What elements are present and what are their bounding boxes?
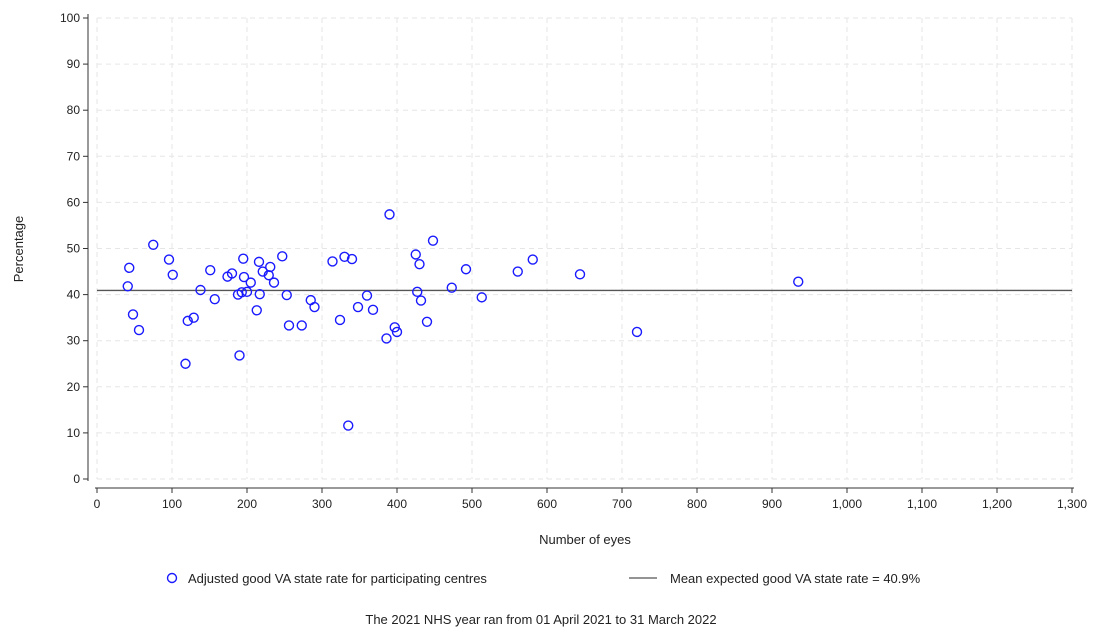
data-point: [460, 264, 472, 275]
data-point: [476, 292, 487, 303]
data-point: [352, 301, 364, 313]
data-point: [188, 312, 199, 323]
data-point: [182, 315, 193, 327]
data-point: [415, 295, 427, 306]
x-tick-label: 1,300: [1057, 497, 1087, 511]
data-point: [343, 420, 354, 431]
labels-layer: 0 10 20 30 40 50 60 70 80 90 100 0 100 200 300 400 500 60…: [60, 11, 1087, 511]
footnote: The 2021 NHS year ran from 01 April 2021…: [365, 612, 716, 627]
data-point: [296, 320, 307, 331]
data-point: [346, 253, 358, 265]
data-point: [226, 268, 238, 279]
data-point: [414, 258, 425, 270]
grid-layer: [96, 17, 1073, 480]
y-tick-label: 50: [67, 242, 81, 256]
data-point: [265, 261, 276, 273]
data-point: [180, 358, 191, 369]
data-point: [793, 276, 804, 287]
data-point: [205, 264, 216, 276]
x-axis-title: Number of eyes: [539, 532, 631, 547]
x-tick-label: 200: [237, 497, 257, 511]
data-point: [254, 288, 265, 300]
x-tick-label: 1,200: [982, 497, 1012, 511]
data-point: [367, 304, 379, 316]
x-tick-label: 500: [462, 497, 482, 511]
legend-label-mean: Mean expected good VA state rate = 40.9%: [670, 571, 921, 586]
x-tick-label: 800: [687, 497, 707, 511]
data-point: [253, 256, 265, 268]
x-tick-label: 300: [312, 497, 332, 511]
data-point: [238, 271, 250, 283]
y-tick-label: 20: [67, 380, 81, 394]
data-point: [512, 266, 523, 277]
data-point: [133, 324, 145, 336]
data-point: [167, 269, 178, 280]
x-tick-label: 0: [94, 497, 101, 511]
data-point: [281, 289, 292, 301]
data-point: [195, 284, 206, 296]
data-point: [631, 326, 643, 338]
legend: Adjusted good VA state rate for particip…: [166, 571, 921, 586]
data-point: [148, 239, 159, 251]
data-point: [238, 253, 249, 264]
data-point: [334, 314, 346, 326]
data-point: [234, 350, 245, 361]
x-tick-label: 1,100: [907, 497, 937, 511]
data-point: [574, 269, 586, 280]
points-layer: [122, 209, 804, 431]
data-point: [277, 251, 288, 262]
data-point: [209, 294, 220, 305]
y-tick-label: 100: [60, 11, 80, 25]
legend-label-points: Adjusted good VA state rate for particip…: [188, 571, 487, 586]
data-point: [446, 282, 457, 293]
x-tick-label: 100: [162, 497, 182, 511]
legend-marker-points: [166, 572, 178, 584]
y-tick-label: 80: [67, 103, 81, 117]
data-point: [339, 251, 350, 262]
data-point: [410, 249, 421, 260]
data-point: [421, 316, 433, 327]
y-tick-label: 90: [67, 57, 81, 71]
data-point: [391, 326, 403, 338]
x-tick-label: 900: [762, 497, 782, 511]
x-tick-label: 700: [612, 497, 632, 511]
data-point: [122, 281, 133, 292]
data-point: [283, 320, 295, 331]
data-point: [245, 277, 256, 288]
y-tick-label: 40: [67, 288, 81, 302]
data-point: [124, 262, 135, 274]
y-tick-label: 0: [73, 472, 80, 486]
data-point: [384, 209, 395, 220]
data-point: [309, 301, 320, 313]
data-point: [361, 290, 373, 301]
data-point: [127, 309, 139, 320]
y-axis-title: Percentage: [11, 216, 26, 283]
y-tick-label: 60: [67, 195, 81, 209]
x-tick-label: 600: [537, 497, 557, 511]
data-point: [381, 333, 392, 344]
axes-layer: [83, 14, 1074, 493]
data-point: [527, 254, 538, 265]
y-tick-label: 70: [67, 149, 81, 163]
data-point: [412, 286, 423, 298]
data-point: [427, 235, 439, 246]
data-point: [236, 287, 247, 298]
y-tick-label: 10: [67, 426, 81, 440]
data-point: [163, 254, 175, 265]
x-tick-label: 400: [387, 497, 407, 511]
data-point: [251, 305, 262, 316]
data-point: [327, 256, 338, 267]
data-point: [241, 286, 253, 298]
x-tick-label: 1,000: [832, 497, 862, 511]
data-point: [268, 277, 280, 288]
y-tick-label: 30: [67, 334, 81, 348]
